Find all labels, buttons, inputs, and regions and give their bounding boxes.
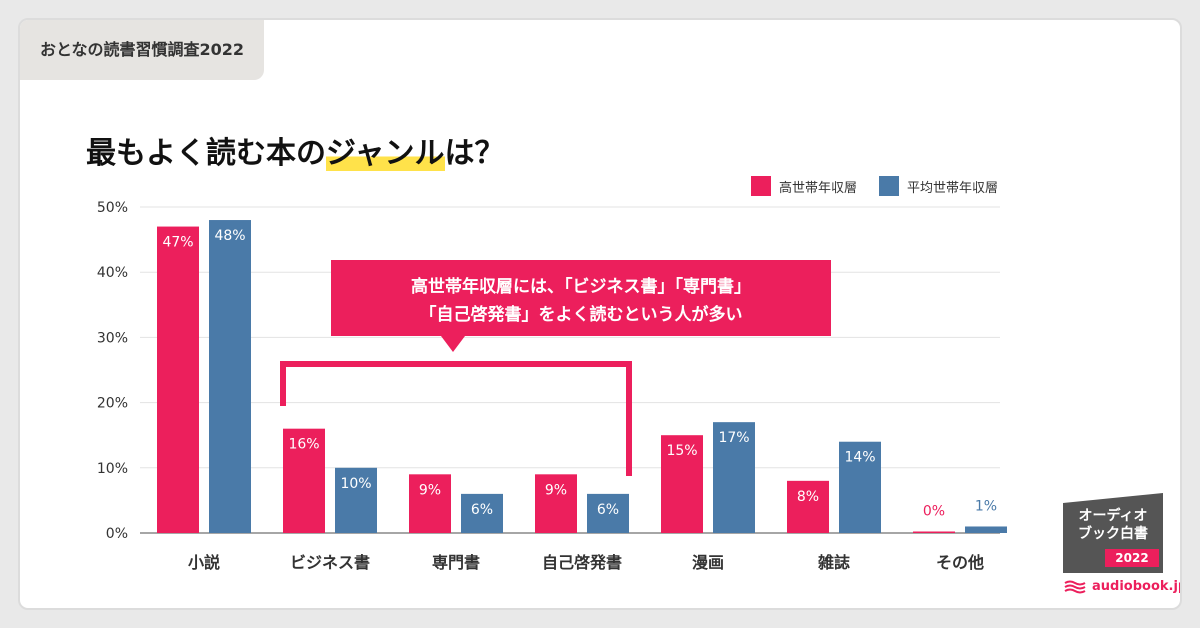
- bar-value-label: 15%: [666, 443, 697, 459]
- legend-item-high-income: 高世帯年収層: [750, 176, 857, 196]
- bar: [965, 526, 1007, 533]
- headline-text-after: は？: [444, 136, 505, 171]
- site-link[interactable]: audiobook.jp: [1064, 579, 1182, 594]
- callout: 高世帯年収層には、「ビジネス書」「専門書」 「自己啓発書」をよく読むという人が多…: [331, 260, 831, 352]
- callout-bracket: [280, 361, 632, 476]
- legend-item-average: 平均世帯年収層: [878, 176, 998, 196]
- legend-swatch-average: [878, 176, 899, 196]
- bar: [839, 441, 881, 533]
- x-tick-label: 漫画: [692, 553, 724, 572]
- y-tick-label: 20%: [97, 396, 128, 412]
- logo-line2: ブック白書: [1078, 526, 1148, 542]
- logo-line1: オーディオ: [1078, 508, 1148, 524]
- x-tick-label: ビジネス書: [290, 553, 370, 572]
- x-tick-label: 専門書: [432, 553, 480, 572]
- logo-title: オーディオ ブック白書: [1063, 507, 1163, 543]
- x-tick-label: 雑誌: [817, 553, 850, 572]
- bar: [157, 226, 199, 533]
- callout-box: [331, 260, 831, 336]
- bar: [461, 493, 503, 533]
- x-tick-label: 小説: [188, 553, 220, 572]
- y-axis-ticks: 0% 10% 20% 30% 40% 50%: [97, 200, 128, 542]
- x-tick-label: 自己啓発書: [542, 553, 622, 572]
- y-tick-label: 0%: [106, 526, 128, 542]
- x-tick-label: その他: [936, 553, 984, 572]
- y-tick-label: 40%: [97, 265, 128, 281]
- callout-text-line1: 高世帯年収層には、「ビジネス書」「専門書」: [411, 276, 751, 297]
- headline-highlight: ジャンル: [326, 136, 445, 171]
- bar: [535, 474, 577, 533]
- chart-headline: 最もよく読む本のジャンルは？: [86, 128, 505, 172]
- bar-value-label: 16%: [288, 437, 319, 453]
- bar-value-label: 10%: [340, 476, 371, 492]
- bar: [787, 480, 829, 533]
- bar: [209, 220, 251, 534]
- audiobook-white-paper-logo: オーディオ ブック白書 2022: [1063, 493, 1163, 573]
- site-url: audiobook.jp: [1092, 579, 1182, 594]
- bar-value-label: 9%: [545, 482, 567, 498]
- chart-legend: 高世帯年収層 平均世帯年収層: [750, 176, 998, 196]
- logo-year: 2022: [1105, 549, 1159, 567]
- bar: [283, 428, 325, 533]
- bar: [661, 435, 703, 533]
- headline-text-before: 最もよく読む本の: [86, 136, 326, 171]
- legend-label-high-income: 高世帯年収層: [778, 180, 857, 196]
- audiobook-waves-icon: [1064, 580, 1086, 593]
- bar-value-label: 17%: [718, 430, 749, 446]
- bar-value-label: 0%: [923, 504, 945, 520]
- y-tick-label: 10%: [97, 461, 128, 477]
- bar-value-label: 8%: [797, 489, 819, 505]
- y-tick-label: 50%: [97, 200, 128, 216]
- x-axis-ticks: 小説 ビジネス書 専門書 自己啓発書 漫画 雑誌 その他: [188, 553, 984, 572]
- bar-value-label: 9%: [419, 482, 441, 498]
- bar-value-label: 6%: [471, 502, 493, 518]
- bar-value-label: 14%: [844, 450, 875, 466]
- callout-bracket-line: [280, 361, 632, 476]
- bar-value-label: 48%: [214, 228, 245, 244]
- bar-value-label: 47%: [162, 235, 193, 251]
- bar: [913, 531, 955, 533]
- legend-label-average: 平均世帯年収層: [906, 180, 998, 196]
- survey-tag: おとなの読書習慣調査2022: [20, 20, 264, 80]
- bar-value-label: 6%: [597, 502, 619, 518]
- bar: [409, 474, 451, 533]
- callout-text-line2: 「自己啓発書」をよく読むという人が多い: [420, 304, 743, 325]
- bar: [335, 467, 377, 533]
- y-tick-label: 30%: [97, 330, 128, 346]
- bar: [587, 493, 629, 533]
- chart-bars: 47% 48% 16% 10% 9% 6% 9% 6% 15% 17% 8% 14% 0% 1%: [157, 220, 1007, 534]
- legend-swatch-high-income: [750, 176, 771, 196]
- bar: [713, 422, 755, 533]
- callout-pointer: [441, 336, 465, 352]
- bar-value-label: 1%: [975, 498, 997, 514]
